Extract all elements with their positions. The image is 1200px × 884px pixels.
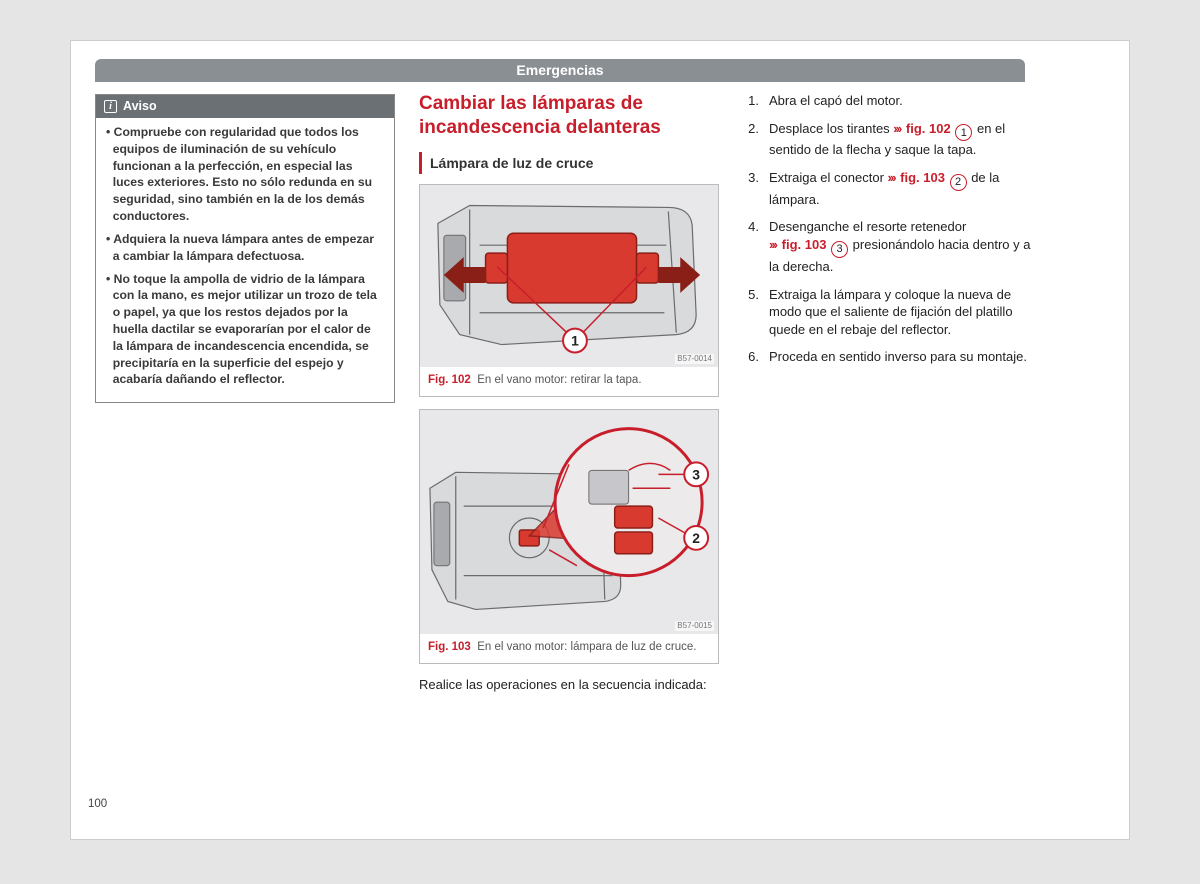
- svg-text:2: 2: [692, 530, 700, 546]
- notice-body: Compruebe con regularidad que todos los …: [96, 118, 394, 402]
- cross-ref: ››› fig. 103: [769, 237, 826, 252]
- cross-ref: ››› fig. 103: [888, 170, 945, 185]
- figure-103: 3 2 B57-0015 Fig. 103 En el vano motor: …: [419, 409, 719, 664]
- info-icon: i: [104, 100, 117, 113]
- page-number: 100: [88, 798, 107, 810]
- intro-paragraph: Realice las operaciones en la secuencia …: [419, 676, 719, 694]
- figure-103-image: 3 2 B57-0015: [420, 410, 718, 634]
- callout-ref-icon: 3: [831, 241, 848, 258]
- step-2: 2. Desplace los tirantes ››› fig. 102 1 …: [743, 120, 1043, 159]
- figure-102-image: 1 B57-0014: [420, 185, 718, 367]
- step-1: 1. Abra el capó del motor.: [743, 92, 1043, 110]
- figure-103-code: B57-0015: [675, 621, 714, 632]
- notice-item: No toque la ampolla de vidrio de la lámp…: [106, 271, 384, 389]
- notice-box: i Aviso Compruebe con regularidad que to…: [95, 94, 395, 403]
- steps-list: 1. Abra el capó del motor. 2. Desplace l…: [743, 92, 1043, 366]
- notice-item: Adquiera la nueva lámpara antes de empez…: [106, 231, 384, 265]
- figure-102-caption: Fig. 102 En el vano motor: retirar la ta…: [420, 367, 718, 396]
- step-5: 5. Extraiga la lámpara y coloque la nuev…: [743, 286, 1043, 339]
- manual-page: Emergencias i Aviso Compruebe con regula…: [70, 40, 1130, 840]
- step-3: 3. Extraiga el conector ››› fig. 103 2 d…: [743, 169, 1043, 208]
- step-4: 4. Desenganche el resorte retenedor ››› …: [743, 218, 1043, 275]
- notice-header: i Aviso: [96, 95, 394, 118]
- callout-ref-icon: 1: [955, 124, 972, 141]
- column-middle: Cambiar las lámparas de incandescencia d…: [419, 92, 719, 694]
- figure-ref: Fig. 103: [428, 641, 471, 653]
- notice-item: Compruebe con regularidad que todos los …: [106, 124, 384, 225]
- section-title: Cambiar las lámparas de incandescencia d…: [419, 92, 719, 140]
- svg-text:3: 3: [692, 467, 700, 483]
- figure-102: 1 B57-0014 Fig. 102 En el vano motor: re…: [419, 184, 719, 397]
- page-header: Emergencias: [95, 59, 1025, 82]
- content-columns: i Aviso Compruebe con regularidad que to…: [71, 92, 1129, 694]
- figure-ref: Fig. 102: [428, 374, 471, 386]
- svg-text:1: 1: [571, 333, 579, 349]
- figure-102-code: B57-0014: [675, 354, 714, 365]
- column-right: 1. Abra el capó del motor. 2. Desplace l…: [743, 92, 1043, 694]
- cross-ref: ››› fig. 102: [893, 121, 950, 136]
- figure-103-caption: Fig. 103 En el vano motor: lámpara de lu…: [420, 634, 718, 663]
- callout-ref-icon: 2: [950, 174, 967, 191]
- notice-title: Aviso: [123, 98, 157, 115]
- step-6: 6. Proceda en sentido inverso para su mo…: [743, 348, 1043, 366]
- section-subtitle: Lámpara de luz de cruce: [419, 152, 719, 175]
- column-left: i Aviso Compruebe con regularidad que to…: [95, 92, 395, 694]
